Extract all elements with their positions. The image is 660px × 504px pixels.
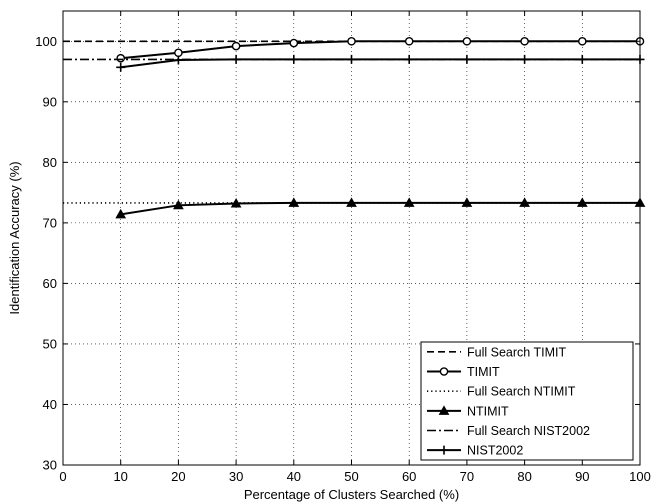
y-tick-label: 50 [43, 336, 57, 351]
series-line [120, 58, 640, 69]
data-point-marker [577, 54, 587, 64]
y-tick-label: 40 [43, 397, 57, 412]
legend-entry-label: Full Search TIMIT [467, 345, 566, 359]
x-tick-label: 90 [575, 469, 589, 484]
x-tick-label: 0 [59, 469, 66, 484]
x-tick-label: 10 [113, 469, 127, 484]
legend-entry-label: NTIMIT [467, 404, 509, 418]
series-line [120, 40, 640, 60]
legend-entry-label: NIST2002 [467, 444, 523, 458]
data-point-marker [520, 36, 529, 46]
x-tick-label: 40 [287, 469, 301, 484]
x-tick-label: 100 [629, 469, 651, 484]
y-tick-label: 80 [43, 155, 57, 170]
x-tick-label: 60 [402, 469, 416, 484]
x-tick-label: 20 [171, 469, 185, 484]
y-axis-label: Identification Accuracy (%) [7, 161, 22, 314]
y-tick-label: 90 [43, 94, 57, 109]
legend-entry-label: Full Search NIST2002 [467, 424, 590, 438]
data-point-marker [173, 199, 184, 210]
legend-entry-label: TIMIT [467, 365, 500, 379]
data-point-marker [289, 54, 299, 64]
data-point-marker [347, 36, 356, 46]
data-point-marker [403, 197, 415, 207]
series-line [120, 201, 640, 216]
series-lines [63, 36, 646, 219]
x-tick-label: 80 [517, 469, 531, 484]
legend-marker [439, 367, 449, 376]
legend-marker [438, 405, 450, 415]
data-point-marker [462, 36, 472, 46]
legend-box [420, 341, 634, 461]
x-tick-label: 70 [460, 469, 474, 484]
data-point-marker [520, 54, 530, 64]
data-point-marker [174, 48, 183, 58]
data-point-marker [116, 53, 125, 63]
y-tick-label: 30 [43, 458, 57, 473]
data-point-marker [346, 197, 357, 207]
x-tick-label: 50 [344, 469, 358, 484]
data-point-marker [461, 197, 473, 207]
data-point-marker [576, 197, 588, 207]
axis-ticks: 0 10 20 30 40 50 60 70 80 90 100 30 40 50 60 70 80 90 100 [35, 11, 651, 484]
data-point-marker [289, 38, 299, 48]
data-point-marker [231, 41, 241, 51]
y-tick-label: 100 [35, 34, 57, 49]
y-tick-label: 70 [43, 215, 57, 230]
data-point-marker [578, 36, 587, 46]
data-point-marker [519, 197, 530, 207]
data-point-marker [288, 197, 300, 207]
data-point-marker [115, 208, 127, 219]
data-point-marker [404, 54, 414, 64]
legend-marker [439, 445, 449, 455]
data-point-marker [462, 54, 472, 64]
legend: Full Search TIMIT TIMIT Full Search NTIMIT… [420, 341, 634, 461]
x-tick-label: 30 [229, 469, 243, 484]
data-point-marker [231, 54, 241, 64]
data-point-marker [116, 62, 126, 72]
x-axis-label: Percentage of Clusters Searched (%) [244, 487, 459, 502]
data-point-marker [173, 55, 183, 65]
legend-entry-label: Full Search NTIMIT [467, 385, 576, 399]
y-tick-label: 60 [43, 276, 57, 291]
data-point-marker [347, 54, 356, 64]
data-point-marker [404, 36, 414, 46]
data-point-marker [230, 197, 242, 208]
